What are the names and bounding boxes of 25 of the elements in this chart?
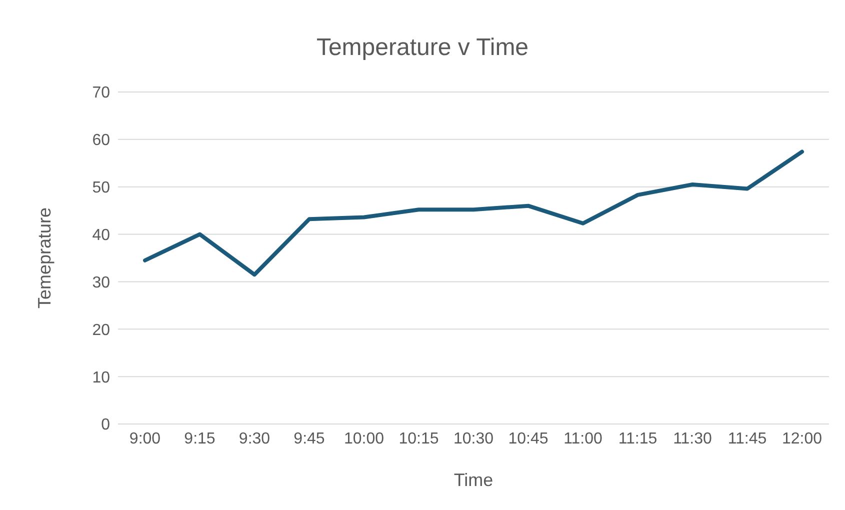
x-tick-label: 9:30	[238, 430, 270, 448]
y-tick-label: 10	[92, 369, 110, 386]
y-tick-label: 0	[101, 416, 110, 434]
x-tick-label: 10:00	[344, 430, 384, 448]
x-tick-label: 10:45	[508, 430, 548, 448]
x-tick-label: 11:00	[564, 430, 603, 448]
x-tick-label: 10:15	[398, 430, 439, 448]
y-tick-label: 50	[92, 180, 110, 197]
x-tick-label: 9:45	[294, 430, 325, 448]
x-tick-label: 11:15	[618, 430, 658, 448]
x-tick-label: 9:00	[129, 430, 161, 448]
y-tick-label: 70	[92, 84, 110, 102]
x-tick-label: 12:00	[782, 430, 822, 448]
x-tick-label: 10:30	[453, 430, 494, 448]
x-tick-label: 11:45	[728, 430, 767, 448]
y-axis-title: Temeprature	[34, 207, 54, 309]
line-series	[143, 150, 804, 277]
y-tick-label: 60	[92, 132, 110, 150]
y-tick-label: 20	[92, 322, 110, 339]
x-tick-label: 11:30	[673, 430, 712, 448]
x-axis-title: Time	[454, 470, 494, 490]
y-tick-label: 40	[92, 226, 110, 244]
y-tick-label: 30	[92, 274, 110, 292]
x-tick-label: 9:15	[184, 430, 216, 448]
chart-title: Temperature v Time	[315, 34, 530, 62]
